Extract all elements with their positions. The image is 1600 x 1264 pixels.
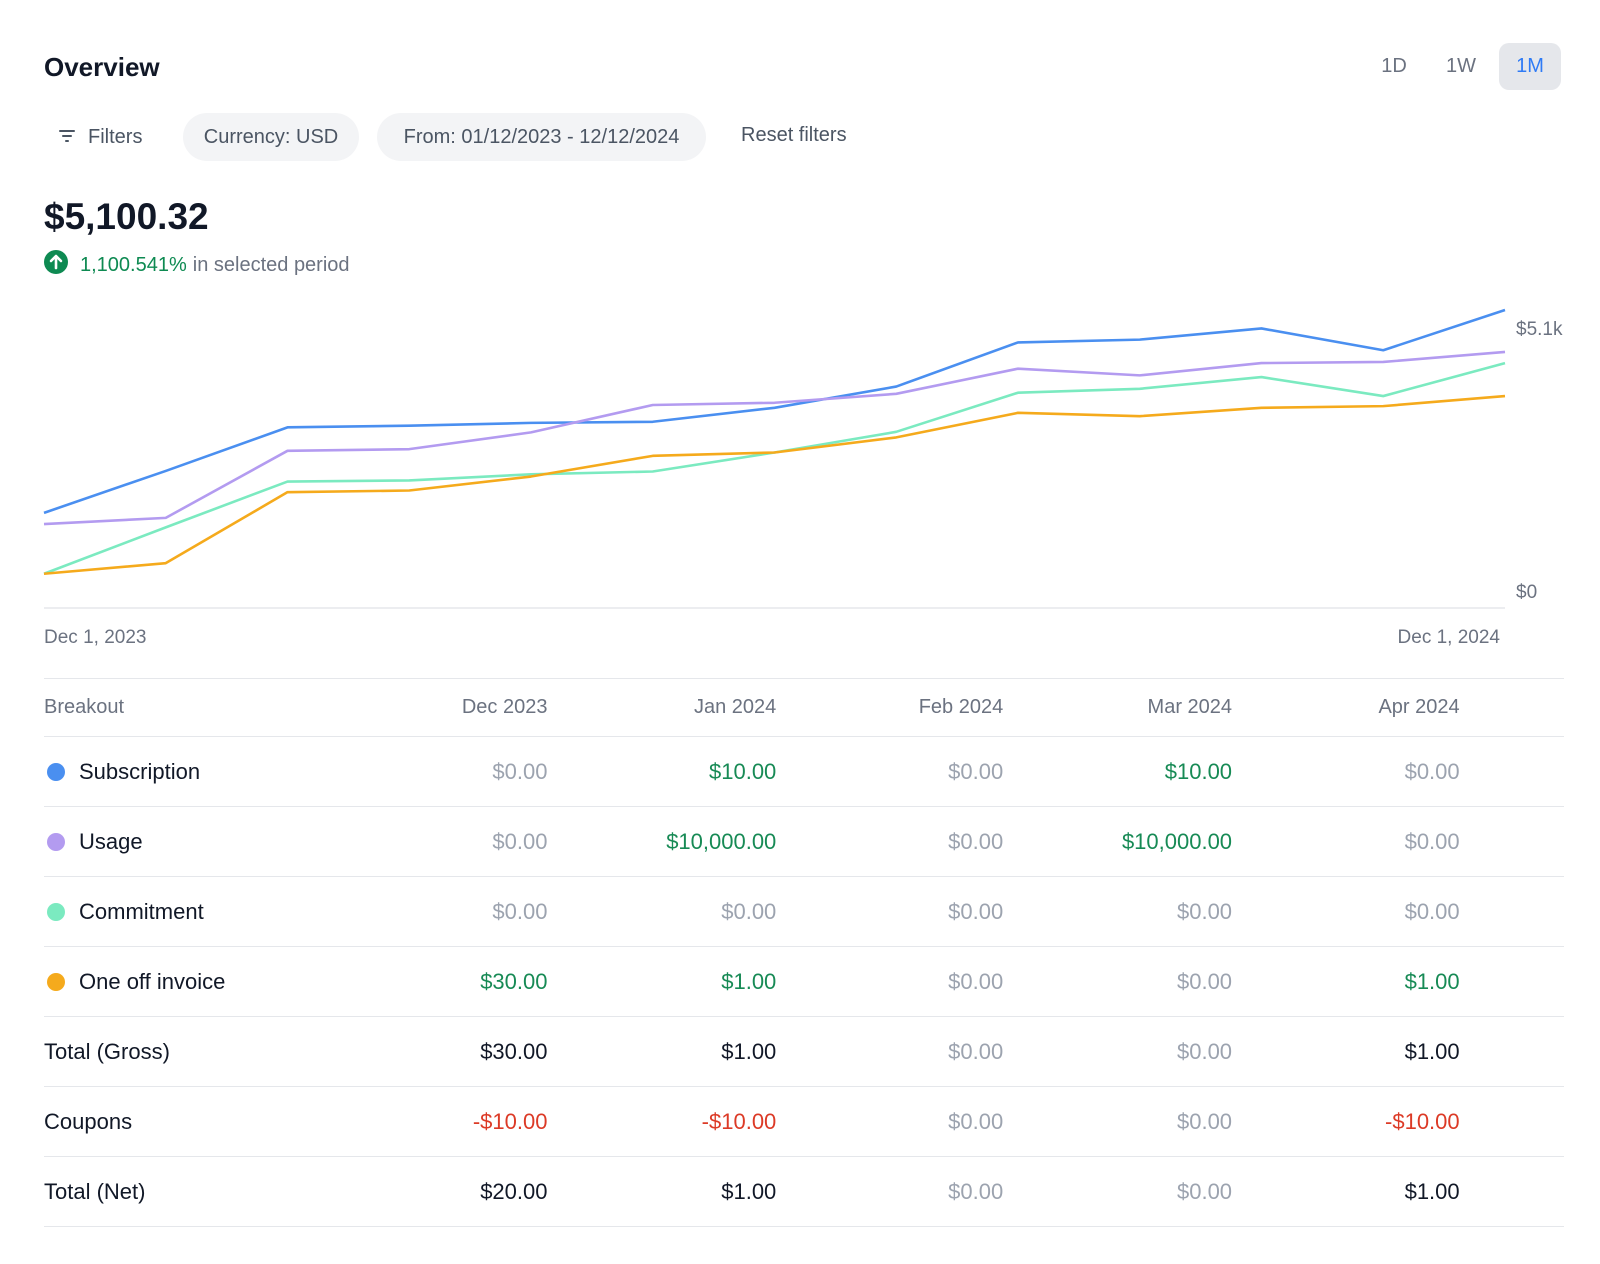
table-cell: $0.00 [1003, 876, 1233, 947]
table-cell: $0.00 [1003, 1156, 1233, 1227]
table-cell: $0.00 [776, 946, 1004, 1017]
month-header: Mar 2024 [1003, 678, 1233, 737]
table-cell: $0.00 [319, 806, 548, 877]
breakout-header: Breakout [44, 678, 320, 737]
table-cell: $30.00 [319, 1016, 548, 1087]
table-cell: -$10.00 [319, 1086, 548, 1157]
table-cell: -$10.00 [547, 1086, 777, 1157]
table-row: Subscription $0.00 $10.00 $0.00 $10.00 $0.00 [44, 736, 1564, 807]
filters-label: Filters [88, 125, 143, 148]
page-title: Overview [44, 52, 160, 82]
table-cell: $1.00 [547, 1016, 777, 1087]
row-label: Coupons [44, 1086, 320, 1157]
table-cell: $0.00 [1232, 876, 1460, 947]
revenue-line-chart: $5.1k $0 [43, 308, 1563, 609]
table-cell: $0.00 [1232, 736, 1460, 807]
currency-filter-pill[interactable]: Currency: USD [183, 113, 359, 161]
series-line-one_off [43, 394, 1506, 576]
reset-filters-link[interactable]: Reset filters [741, 124, 847, 146]
table-cell: -$10.00 [1232, 1086, 1460, 1157]
table-cell: $20.00 [319, 1156, 548, 1227]
legend-dot [47, 902, 65, 921]
row-label-text: Total (Net) [44, 1178, 146, 1204]
table-cell: $0.00 [319, 876, 548, 947]
table-cell: $0.00 [1003, 946, 1233, 1017]
table-cell: $0.00 [776, 806, 1004, 877]
date-range-filter-pill[interactable]: From: 01/12/2023 - 12/12/2024 [377, 113, 706, 161]
change-percent: 1,100.541% [80, 253, 187, 276]
table-header-row: Breakout Dec 2023 Jan 2024 Feb 2024 Mar 2024… [44, 678, 1564, 737]
filters-button[interactable]: Filters [58, 114, 142, 160]
table-cell: $0.00 [776, 736, 1004, 807]
row-label: Commitment [44, 876, 320, 947]
row-label-text: Commitment [79, 898, 204, 924]
y-tick-label: $5.1k [1516, 319, 1563, 340]
table-row: Total (Gross) $30.00 $1.00 $0.00 $0.00 $1.00 [44, 1016, 1564, 1087]
table-cell: $0.00 [776, 1086, 1004, 1157]
change-indicator: 1,100.541% in selected period [44, 250, 350, 280]
y-tick-label: $0 [1516, 582, 1537, 603]
row-label: Usage [44, 806, 320, 877]
table-cell: $1.00 [1232, 1156, 1460, 1227]
row-label: Total (Gross) [44, 1016, 320, 1087]
month-header: Feb 2024 [776, 678, 1004, 737]
change-period-text: in selected period [192, 253, 350, 276]
table-cell: $0.00 [319, 736, 548, 807]
row-label-text: Coupons [44, 1108, 133, 1134]
month-header: Apr 2024 [1232, 678, 1460, 737]
table-cell: $10,000.00 [547, 806, 777, 877]
table-cell: $30.00 [319, 946, 548, 1017]
table-cell: $10,000.00 [1003, 806, 1233, 877]
table-row: Commitment $0.00 $0.00 $0.00 $0.00 $0.00 [44, 876, 1564, 947]
filter-icon [58, 126, 76, 149]
legend-dot [47, 972, 65, 991]
table-cell: $10.00 [547, 736, 777, 807]
table-cell: $0.00 [776, 876, 1004, 947]
table-cell: $0.00 [1003, 1086, 1233, 1157]
row-label-text: Total (Gross) [44, 1038, 170, 1064]
series-line-usage [43, 350, 1506, 526]
table-row: Coupons -$10.00 -$10.00 $0.00 $0.00 -$10.00 [44, 1086, 1564, 1157]
total-amount: $5,100.32 [44, 196, 209, 237]
table-cell: $0.00 [1232, 806, 1460, 877]
series-line-subscription [43, 308, 1506, 515]
series-line-commitment [43, 361, 1506, 575]
row-label: One off invoice [44, 946, 320, 1017]
table-cell: $1.00 [547, 1156, 777, 1227]
table-cell: $0.00 [1003, 1016, 1233, 1087]
legend-dot [47, 832, 65, 851]
table-cell: $0.00 [776, 1156, 1004, 1227]
row-label-text: One off invoice [79, 968, 226, 994]
table-cell: $1.00 [1232, 946, 1460, 1017]
table-cell: $0.00 [547, 876, 777, 947]
row-label-text: Usage [79, 828, 143, 854]
range-1w-button[interactable]: 1W [1446, 55, 1476, 77]
x-tick-label: Dec 1, 2023 [44, 627, 147, 648]
month-header: Jan 2024 [547, 678, 777, 737]
breakout-table: Breakout Dec 2023 Jan 2024 Feb 2024 Mar 2024… [44, 678, 1564, 1227]
month-header: Dec 2023 [319, 678, 548, 737]
legend-dot [47, 762, 65, 781]
table-row: Usage $0.00 $10,000.00 $0.00 $10,000.00 $0.00 [44, 806, 1564, 877]
arrow-up-circle-icon [44, 250, 68, 280]
range-1d-button[interactable]: 1D [1381, 55, 1407, 77]
x-tick-label: Dec 1, 2024 [1397, 627, 1500, 648]
row-label: Subscription [44, 736, 320, 807]
table-cell: $10.00 [1003, 736, 1233, 807]
table-row: Total (Net) $20.00 $1.00 $0.00 $0.00 $1.00 [44, 1156, 1564, 1227]
table-row: One off invoice $30.00 $1.00 $0.00 $0.00 $1.0… [44, 946, 1564, 1017]
table-cell: $0.00 [776, 1016, 1004, 1087]
row-label: Total (Net) [44, 1156, 320, 1227]
table-cell: $1.00 [547, 946, 777, 1017]
table-cell: $1.00 [1232, 1016, 1460, 1087]
row-label-text: Subscription [79, 758, 201, 784]
range-1m-button[interactable]: 1M [1499, 43, 1561, 90]
